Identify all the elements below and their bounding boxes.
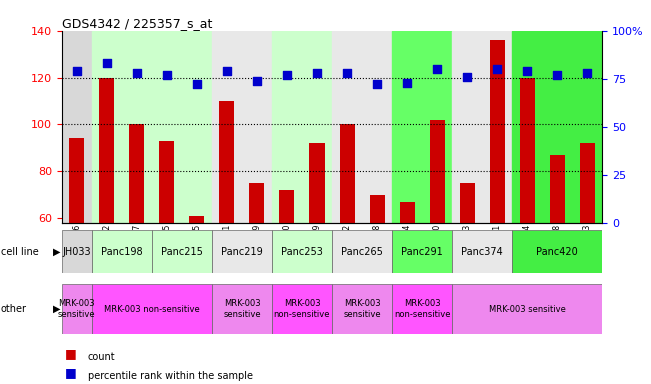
Text: GDS4342 / 225357_s_at: GDS4342 / 225357_s_at [62,17,212,30]
Point [462,74,473,80]
Text: ■: ■ [65,366,77,379]
Text: ■: ■ [65,347,77,360]
Bar [92,230,152,273]
Bar [400,202,415,223]
Bar [392,31,452,223]
Text: Panc265: Panc265 [341,247,383,257]
Bar [460,183,475,223]
Text: MRK-003
non-sensitive: MRK-003 non-sensitive [394,300,450,319]
Bar [62,230,92,273]
Text: Panc420: Panc420 [536,247,578,257]
Point [372,81,382,88]
Text: cell line: cell line [1,247,38,257]
Bar [309,143,324,223]
Text: Panc219: Panc219 [221,247,263,257]
Bar [152,31,212,223]
Bar [249,183,264,223]
Text: other: other [1,304,27,314]
Point [132,70,142,76]
Text: count: count [88,352,115,362]
Bar [62,31,92,223]
Bar [392,284,452,334]
Bar [579,143,594,223]
Point [282,72,292,78]
Bar [92,284,212,334]
Bar [512,31,602,223]
Point [402,79,412,86]
Text: MRK-003 non-sensitive: MRK-003 non-sensitive [104,305,200,314]
Point [252,78,262,84]
Text: MRK-003
sensitive: MRK-003 sensitive [58,300,96,319]
Bar [452,31,512,223]
Bar [272,31,332,223]
Point [552,72,562,78]
Text: MRK-003
non-sensitive: MRK-003 non-sensitive [273,300,330,319]
Text: Panc374: Panc374 [461,247,503,257]
Text: Panc215: Panc215 [161,247,203,257]
Point [432,66,442,72]
Bar [392,230,452,273]
Bar [189,216,204,223]
Point [312,70,322,76]
Point [342,70,352,76]
Bar [272,284,332,334]
Bar [152,230,212,273]
Bar [332,31,392,223]
Bar [549,155,564,223]
Text: percentile rank within the sample: percentile rank within the sample [88,371,253,381]
Point [522,68,533,74]
Text: ▶: ▶ [53,247,61,257]
Bar [92,31,152,223]
Text: Panc291: Panc291 [401,247,443,257]
Bar [452,284,602,334]
Bar [430,120,445,223]
Text: ▶: ▶ [53,304,61,314]
Bar [279,190,294,223]
Point [72,68,82,74]
Bar [130,124,145,223]
Point [191,81,202,88]
Bar [370,195,385,223]
Point [492,66,503,72]
Bar [490,40,505,223]
Text: MRK-003
sensitive: MRK-003 sensitive [343,300,381,319]
Bar [212,31,272,223]
Point [222,68,232,74]
Bar [332,284,392,334]
Point [582,70,592,76]
Text: MRK-003 sensitive: MRK-003 sensitive [489,305,566,314]
Bar [512,230,602,273]
Text: Panc253: Panc253 [281,247,323,257]
Text: MRK-003
sensitive: MRK-003 sensitive [223,300,261,319]
Bar [62,284,92,334]
Bar [212,284,272,334]
Text: Panc198: Panc198 [101,247,143,257]
Text: JH033: JH033 [62,247,91,257]
Bar [159,141,174,223]
Bar [219,101,234,223]
Bar [212,230,272,273]
Bar [452,230,512,273]
Bar [519,78,534,223]
Bar [272,230,332,273]
Bar [70,138,85,223]
Point [161,72,172,78]
Bar [340,124,355,223]
Bar [100,78,115,223]
Bar [332,230,392,273]
Point [102,60,112,66]
